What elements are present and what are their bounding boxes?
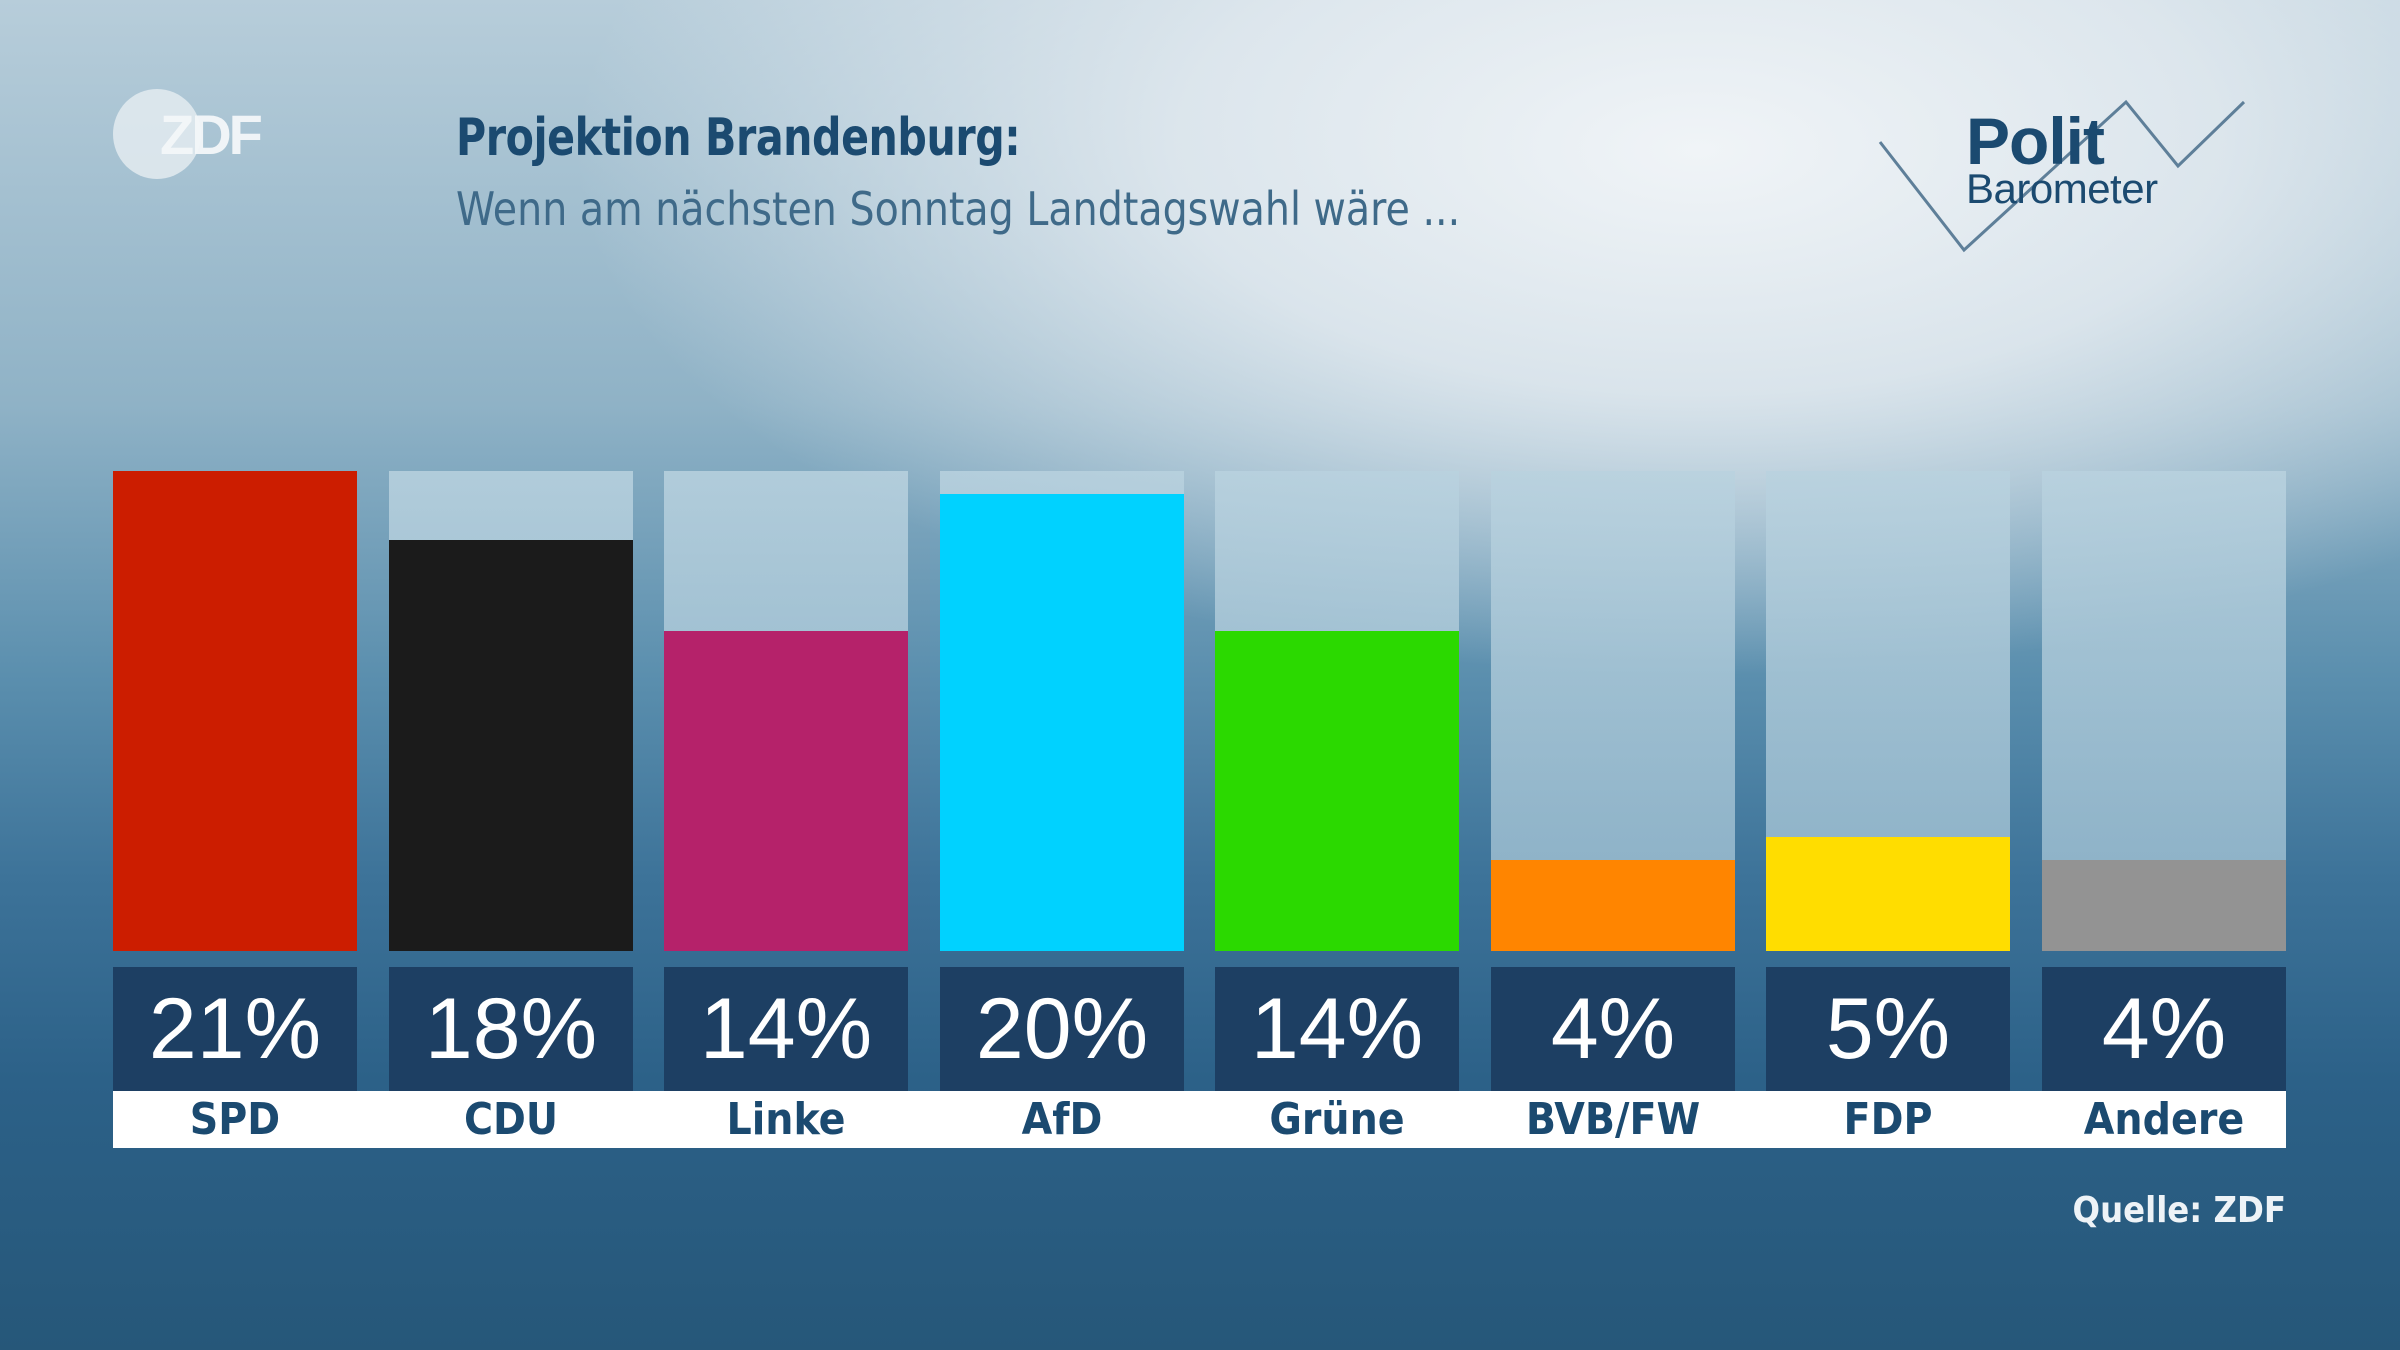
bar-track <box>1491 471 1735 951</box>
bar-andere <box>2042 860 2286 951</box>
data-label: 20% <box>940 967 1184 1091</box>
data-label: 4% <box>2042 967 2286 1091</box>
bar-afd <box>940 494 1184 951</box>
category-label: Linke <box>726 1094 846 1145</box>
party-label-band <box>113 1091 2286 1148</box>
bar-gr-ne <box>1215 631 1459 951</box>
bar-track <box>664 471 908 951</box>
bar-cdu <box>389 540 633 951</box>
data-label: 18% <box>389 967 633 1091</box>
zdf-logo-circle <box>113 89 201 179</box>
source-note: Quelle: ZDF <box>2072 1190 2286 1231</box>
politbarometer-word-polit: Polit <box>1966 104 2105 178</box>
bar-linke <box>664 631 908 951</box>
chart-subtitle: Wenn am nächsten Sonntag Landtagswahl wä… <box>456 182 1461 236</box>
data-label: 4% <box>1491 967 1735 1091</box>
zdf-logo-text: ZDF <box>160 103 262 166</box>
category-label: CDU <box>463 1094 559 1145</box>
bar-track <box>389 471 633 951</box>
bar-bvb-fw <box>1491 860 1735 951</box>
politbarometer-word-barometer: Barometer <box>1966 165 2158 212</box>
politbarometer-zigzag <box>1878 99 2246 253</box>
zdf-logo: ZDF <box>112 88 272 180</box>
bar-track <box>1766 471 2010 951</box>
bar-track <box>113 471 357 951</box>
bar-track <box>940 471 1184 951</box>
category-label: Grüne <box>1269 1094 1405 1145</box>
data-label: 5% <box>1766 967 2010 1091</box>
category-label: BVB/FW <box>1525 1094 1701 1145</box>
category-label: SPD <box>189 1094 281 1145</box>
category-label: FDP <box>1843 1094 1933 1145</box>
data-label: 21% <box>113 967 357 1091</box>
bar-spd <box>113 471 357 951</box>
data-label: 14% <box>664 967 908 1091</box>
bar-fdp <box>1766 837 2010 951</box>
category-label: Andere <box>2083 1094 2245 1145</box>
data-label: 14% <box>1215 967 1459 1091</box>
bar-track <box>2042 471 2286 951</box>
bar-track <box>1215 471 1459 951</box>
chart-title: Projektion Brandenburg: <box>456 108 1021 168</box>
politbarometer-logo: Polit Barometer <box>1870 90 2260 260</box>
category-label: AfD <box>1021 1094 1103 1145</box>
